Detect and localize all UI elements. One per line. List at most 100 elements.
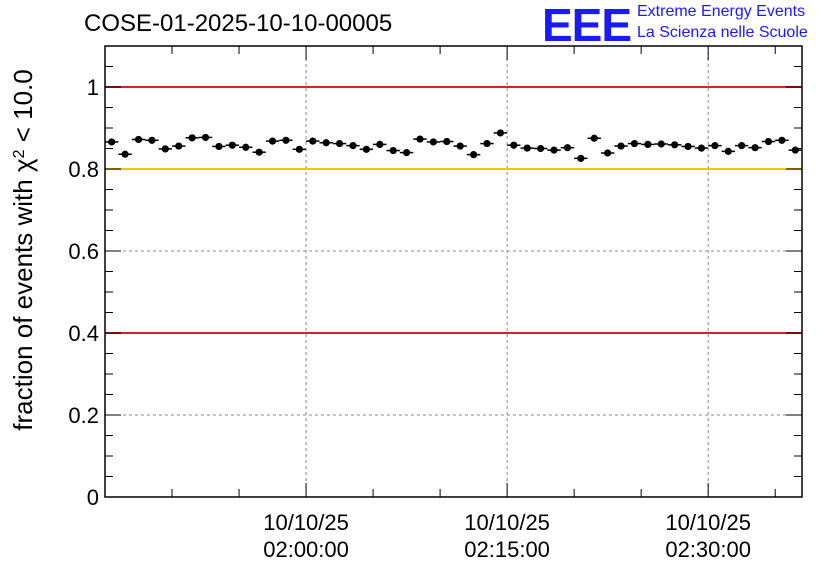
y-tick-label: 0: [87, 485, 99, 510]
point-marker: [322, 139, 330, 147]
y-tick-label: 0.6: [68, 239, 99, 264]
data-points: [105, 129, 802, 162]
data-point: [172, 142, 186, 150]
point-marker: [657, 140, 665, 148]
y-axis-label-symbol: χ: [8, 158, 38, 172]
x-tick-label-date: 10/10/25: [263, 510, 349, 535]
point-marker: [242, 143, 250, 151]
data-point: [158, 145, 173, 153]
data-point: [105, 138, 119, 146]
data-point: [654, 140, 668, 148]
point-marker: [617, 142, 625, 150]
x-tick-label-time: 02:30:00: [665, 537, 751, 562]
point-marker: [161, 145, 169, 153]
point-marker: [362, 145, 370, 153]
data-point: [681, 142, 695, 151]
data-point: [721, 147, 735, 155]
eee-logo: EEE: [542, 0, 632, 51]
data-point: [131, 135, 146, 144]
point-marker: [215, 142, 223, 151]
y-tick-label: 0.8: [68, 157, 99, 182]
y-axis-label-tail: < 10.0: [8, 69, 38, 149]
x-tick-label-time: 02:00:00: [263, 537, 349, 562]
data-point: [265, 137, 280, 145]
point-marker: [376, 140, 384, 148]
point-marker: [738, 142, 746, 150]
point-marker: [523, 144, 531, 152]
y-tick-label: 0.4: [68, 321, 99, 346]
point-marker: [697, 144, 706, 152]
data-point: [306, 137, 320, 145]
point-marker: [134, 135, 143, 144]
point-marker: [791, 146, 799, 154]
point-marker: [510, 141, 518, 149]
data-point: [279, 136, 293, 144]
data-point: [627, 139, 642, 148]
data-point: [118, 150, 132, 158]
chart-title: COSE-01-2025-10-10-00005: [84, 10, 393, 37]
grid-lines: [105, 46, 802, 497]
point-marker: [108, 138, 116, 146]
data-point: [252, 148, 266, 156]
point-marker: [268, 137, 277, 145]
data-point: [520, 144, 534, 152]
data-point: [346, 142, 360, 150]
data-point: [587, 134, 601, 142]
y-tick-label: 1: [87, 75, 99, 100]
data-point: [292, 145, 307, 153]
data-point: [761, 137, 776, 146]
point-marker: [349, 142, 357, 150]
point-marker: [228, 141, 236, 149]
point-marker: [295, 145, 303, 153]
point-marker: [550, 146, 558, 154]
data-point: [788, 146, 802, 154]
data-point: [533, 144, 548, 153]
y-axis-label: fraction of events with χ2 < 10.0: [8, 69, 38, 430]
data-point: [667, 141, 682, 149]
point-marker: [402, 149, 411, 157]
point-marker: [201, 133, 210, 142]
point-marker: [590, 134, 598, 142]
point-marker: [483, 139, 491, 148]
data-point: [239, 143, 253, 151]
point-marker: [778, 136, 786, 144]
data-point: [373, 140, 387, 148]
data-point: [426, 138, 441, 146]
tick-labels: 00.20.40.60.8110/10/2502:00:0010/10/2502…: [68, 75, 751, 562]
y-axis-label-main: fraction of events with: [8, 172, 38, 431]
point-marker: [577, 154, 585, 162]
data-point: [225, 141, 240, 149]
data-point: [145, 136, 159, 144]
data-point: [386, 146, 400, 155]
axis-ticks: [104, 45, 802, 498]
logo-line-2: La Scienza nelle Scuole: [637, 24, 808, 41]
point-marker: [537, 144, 545, 153]
point-marker: [389, 146, 397, 155]
point-marker: [751, 144, 759, 152]
data-point: [641, 140, 655, 148]
data-point: [614, 142, 628, 150]
data-point: [574, 154, 588, 162]
data-point: [332, 139, 347, 148]
data-point: [198, 133, 213, 142]
data-point: [748, 144, 762, 152]
point-marker: [456, 142, 464, 150]
reference-lines: [105, 86, 802, 334]
data-point: [694, 144, 709, 152]
data-point: [547, 146, 561, 154]
data-point: [399, 149, 414, 157]
point-marker: [604, 149, 612, 157]
point-marker: [443, 137, 451, 146]
data-point: [466, 151, 481, 159]
point-marker: [121, 150, 129, 158]
x-tick-label-date: 10/10/25: [464, 510, 550, 535]
point-marker: [148, 136, 156, 144]
point-marker: [429, 138, 437, 146]
logo-line-1: Extreme Energy Events: [637, 3, 806, 20]
point-marker: [724, 147, 732, 155]
data-point: [734, 142, 749, 150]
point-marker: [496, 129, 505, 137]
data-point: [560, 144, 575, 152]
point-marker: [335, 139, 344, 148]
point-marker: [255, 148, 263, 156]
